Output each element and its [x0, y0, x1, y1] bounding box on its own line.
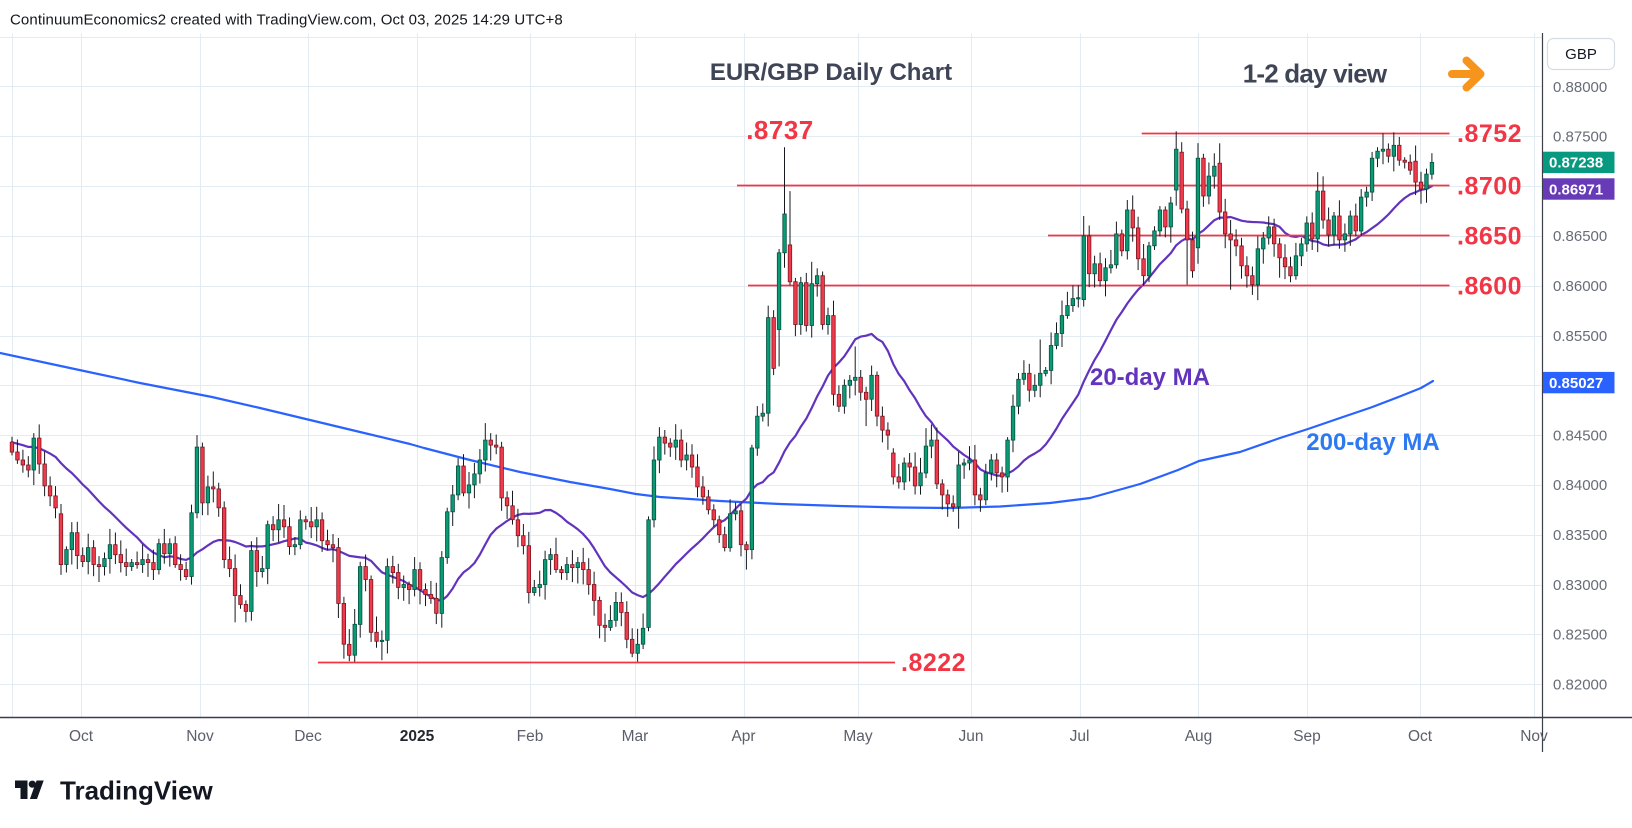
svg-text:TradingView: TradingView [60, 776, 213, 806]
svg-text:.8752: .8752 [1457, 120, 1522, 148]
svg-text:Mar: Mar [622, 728, 649, 745]
svg-text:0.87238: 0.87238 [1549, 155, 1603, 172]
svg-text:Dec: Dec [294, 728, 322, 745]
svg-text:.8737: .8737 [746, 115, 814, 145]
svg-text:0.86000: 0.86000 [1553, 278, 1607, 295]
svg-text:2025: 2025 [400, 728, 435, 745]
svg-text:Jul: Jul [1070, 728, 1090, 745]
svg-text:ContinuumEconomics2 created wi: ContinuumEconomics2 created with Trading… [10, 12, 563, 29]
svg-text:.8700: .8700 [1457, 172, 1522, 200]
svg-text:0.83000: 0.83000 [1553, 577, 1607, 594]
svg-text:EUR/GBP Daily Chart: EUR/GBP Daily Chart [710, 59, 952, 86]
svg-text:GBP: GBP [1565, 46, 1597, 63]
svg-text:0.84000: 0.84000 [1553, 477, 1607, 494]
svg-text:Jun: Jun [959, 728, 984, 745]
svg-text:.8600: .8600 [1457, 273, 1522, 301]
svg-text:20-day MA: 20-day MA [1090, 364, 1210, 391]
svg-text:0.86500: 0.86500 [1553, 228, 1607, 245]
svg-text:0.88000: 0.88000 [1553, 79, 1607, 96]
svg-text:Nov: Nov [186, 728, 214, 745]
svg-text:May: May [843, 728, 873, 745]
svg-text:0.85500: 0.85500 [1553, 328, 1607, 345]
svg-text:0.85027: 0.85027 [1549, 375, 1603, 392]
svg-text:Aug: Aug [1185, 728, 1213, 745]
svg-text:0.84500: 0.84500 [1553, 427, 1607, 444]
svg-text:Apr: Apr [731, 728, 755, 745]
svg-text:0.86971: 0.86971 [1549, 181, 1603, 198]
svg-text:Oct: Oct [69, 728, 94, 745]
svg-text:Sep: Sep [1293, 728, 1321, 745]
svg-text:Feb: Feb [517, 728, 544, 745]
svg-text:Oct: Oct [1408, 728, 1433, 745]
svg-text:0.83500: 0.83500 [1553, 527, 1607, 544]
svg-text:0.87500: 0.87500 [1553, 129, 1607, 146]
svg-text:0.82500: 0.82500 [1553, 627, 1607, 644]
svg-text:1-2 day view: 1-2 day view [1243, 59, 1388, 89]
svg-text:.8650: .8650 [1457, 222, 1522, 250]
svg-text:.8222: .8222 [901, 649, 966, 677]
svg-text:0.82000: 0.82000 [1553, 676, 1607, 693]
svg-text:200-day MA: 200-day MA [1306, 429, 1439, 456]
svg-text:Nov: Nov [1520, 728, 1548, 745]
